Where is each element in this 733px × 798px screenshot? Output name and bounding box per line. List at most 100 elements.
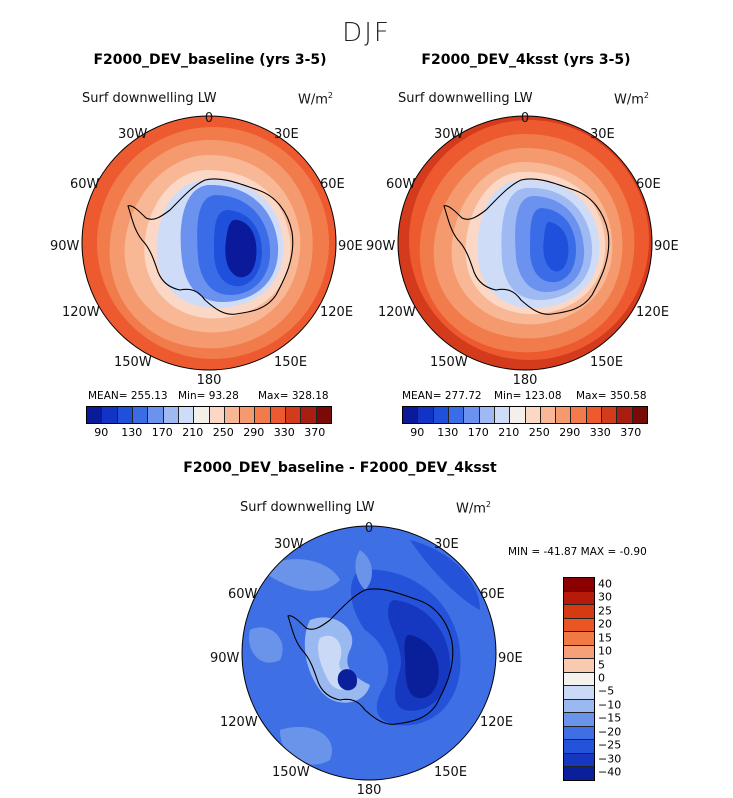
panel3-colorbar-ticks: 40 30 25 20 15 10 5 0 −5 −10 −15 −20 −25 −30 −40: [598, 577, 658, 779]
colorbar-swatch: [87, 407, 103, 423]
colorbar-tick-label: 330: [273, 426, 295, 439]
colorbar-swatch: [632, 407, 647, 423]
colorbar-tick-label: −25: [598, 738, 622, 752]
colorbar-swatch: [564, 578, 594, 592]
colorbar-swatch: [564, 686, 594, 700]
panel3-coastline: [287, 588, 454, 725]
colorbar-swatch: [617, 407, 633, 423]
panel1-colorbar: [86, 406, 332, 424]
panel2-contours: [398, 116, 652, 370]
panel1-coastline: [127, 178, 294, 315]
panel1-contours: [82, 116, 336, 370]
colorbar-swatch: [564, 753, 594, 768]
svg-text:120E: 120E: [636, 305, 669, 320]
colorbar-tick-label: 0: [598, 671, 605, 685]
colorbar-tick-label: 330: [589, 426, 611, 439]
colorbar-tick-label: 130: [437, 426, 459, 439]
svg-text:120W: 120W: [220, 715, 258, 730]
colorbar-swatch: [178, 407, 195, 423]
colorbar-tick-label: 210: [182, 426, 204, 439]
panel3-minmax: MIN = -41.87 MAX = -0.90: [508, 546, 647, 558]
panel1-map: 0 30E 60E 90E 120E 150E 180 150W 120W 90…: [50, 111, 363, 388]
panel1-max: Max= 328.18: [258, 390, 329, 402]
colorbar-tick-label: 15: [598, 631, 612, 645]
colorbar-swatch: [163, 407, 179, 423]
svg-text:90E: 90E: [338, 239, 363, 254]
colorbar-tick-label: 370: [620, 426, 642, 439]
colorbar-tick-label: 290: [243, 426, 265, 439]
panel2-title: F2000_DEV_4ksst (yrs 3-5): [421, 52, 631, 68]
colorbar-swatch: [564, 659, 594, 673]
figure-title: DJF: [342, 18, 391, 48]
colorbar-tick-label: −30: [598, 752, 622, 766]
colorbar-tick-label: 170: [467, 426, 489, 439]
svg-text:0: 0: [205, 111, 213, 126]
svg-text:30W: 30W: [434, 127, 464, 142]
svg-text:30E: 30E: [274, 127, 299, 142]
colorbar-swatch: [564, 713, 594, 727]
panel3-lon-labels: 0 30E 60E 90E 120E 150E 180 150W 120W 90…: [210, 521, 523, 798]
colorbar-swatch: [301, 407, 317, 423]
colorbar-tick-label: −5: [598, 684, 615, 698]
colorbar-tick-label: 5: [598, 658, 605, 672]
panel3-variable: Surf downwelling LW: [240, 500, 375, 515]
colorbar-swatch: [433, 407, 449, 423]
panel3-title: F2000_DEV_baseline - F2000_DEV_4ksst: [183, 460, 497, 476]
panel1-title: F2000_DEV_baseline (yrs 3-5): [93, 52, 327, 68]
panel1-min: Min= 93.28: [178, 390, 239, 402]
svg-text:30E: 30E: [590, 127, 615, 142]
svg-text:180: 180: [357, 783, 382, 798]
colorbar-swatch: [602, 407, 618, 423]
colorbar-tick-label: 250: [212, 426, 234, 439]
colorbar-tick-label: 20: [598, 617, 612, 631]
panel3-map-border: [241, 525, 497, 781]
svg-text:150W: 150W: [272, 765, 310, 780]
svg-text:120E: 120E: [480, 715, 513, 730]
colorbar-tick-label: 90: [94, 426, 109, 439]
colorbar-swatch: [286, 407, 302, 423]
colorbar-swatch: [117, 407, 133, 423]
colorbar-swatch: [564, 699, 594, 714]
colorbar-tick-label: 130: [121, 426, 143, 439]
colorbar-swatch: [564, 672, 594, 687]
svg-text:30W: 30W: [118, 127, 148, 142]
colorbar-tick-label: −10: [598, 698, 622, 712]
colorbar-swatch: [255, 407, 271, 423]
colorbar-tick-label: 40: [598, 577, 612, 591]
svg-text:90W: 90W: [366, 239, 396, 254]
colorbar-tick-label: −40: [598, 765, 622, 779]
panel2-lon-labels: 0 30E 60E 90E 120E 150E 180 150W 120W 90…: [366, 111, 679, 388]
panel2-colorbar: [402, 406, 648, 424]
panel2-units: W/m2: [614, 91, 649, 108]
svg-text:150E: 150E: [434, 765, 467, 780]
colorbar-swatch: [510, 407, 526, 423]
colorbar-swatch: [564, 632, 594, 646]
colorbar-swatch: [525, 407, 541, 423]
panel2-max: Max= 350.58: [576, 390, 647, 402]
colorbar-swatch: [403, 407, 419, 423]
panel2-mean: MEAN= 277.72: [402, 390, 482, 402]
svg-text:150W: 150W: [114, 355, 152, 370]
colorbar-tick-label: 250: [528, 426, 550, 439]
panel3-map: 0 30E 60E 90E 120E 150E 180 150W 120W 90…: [210, 521, 523, 798]
panel1-mean: MEAN= 255.13: [88, 390, 168, 402]
colorbar-swatch: [564, 645, 594, 660]
panel2-variable: Surf downwelling LW: [398, 91, 533, 106]
colorbar-swatch: [564, 591, 594, 606]
colorbar-tick-label: −20: [598, 725, 622, 739]
colorbar-tick-label: 30: [598, 590, 612, 604]
svg-text:180: 180: [197, 373, 222, 388]
svg-text:180: 180: [513, 373, 538, 388]
colorbar-swatch: [479, 407, 495, 423]
colorbar-swatch: [148, 407, 164, 423]
colorbar-swatch: [571, 407, 587, 423]
svg-text:90W: 90W: [210, 651, 240, 666]
svg-text:60E: 60E: [320, 177, 345, 192]
colorbar-swatch: [270, 407, 287, 423]
colorbar-swatch: [132, 407, 149, 423]
colorbar-tick-label: 90: [410, 426, 425, 439]
svg-text:150E: 150E: [590, 355, 623, 370]
colorbar-swatch: [564, 726, 594, 741]
svg-text:120W: 120W: [378, 305, 416, 320]
svg-text:60W: 60W: [386, 177, 416, 192]
